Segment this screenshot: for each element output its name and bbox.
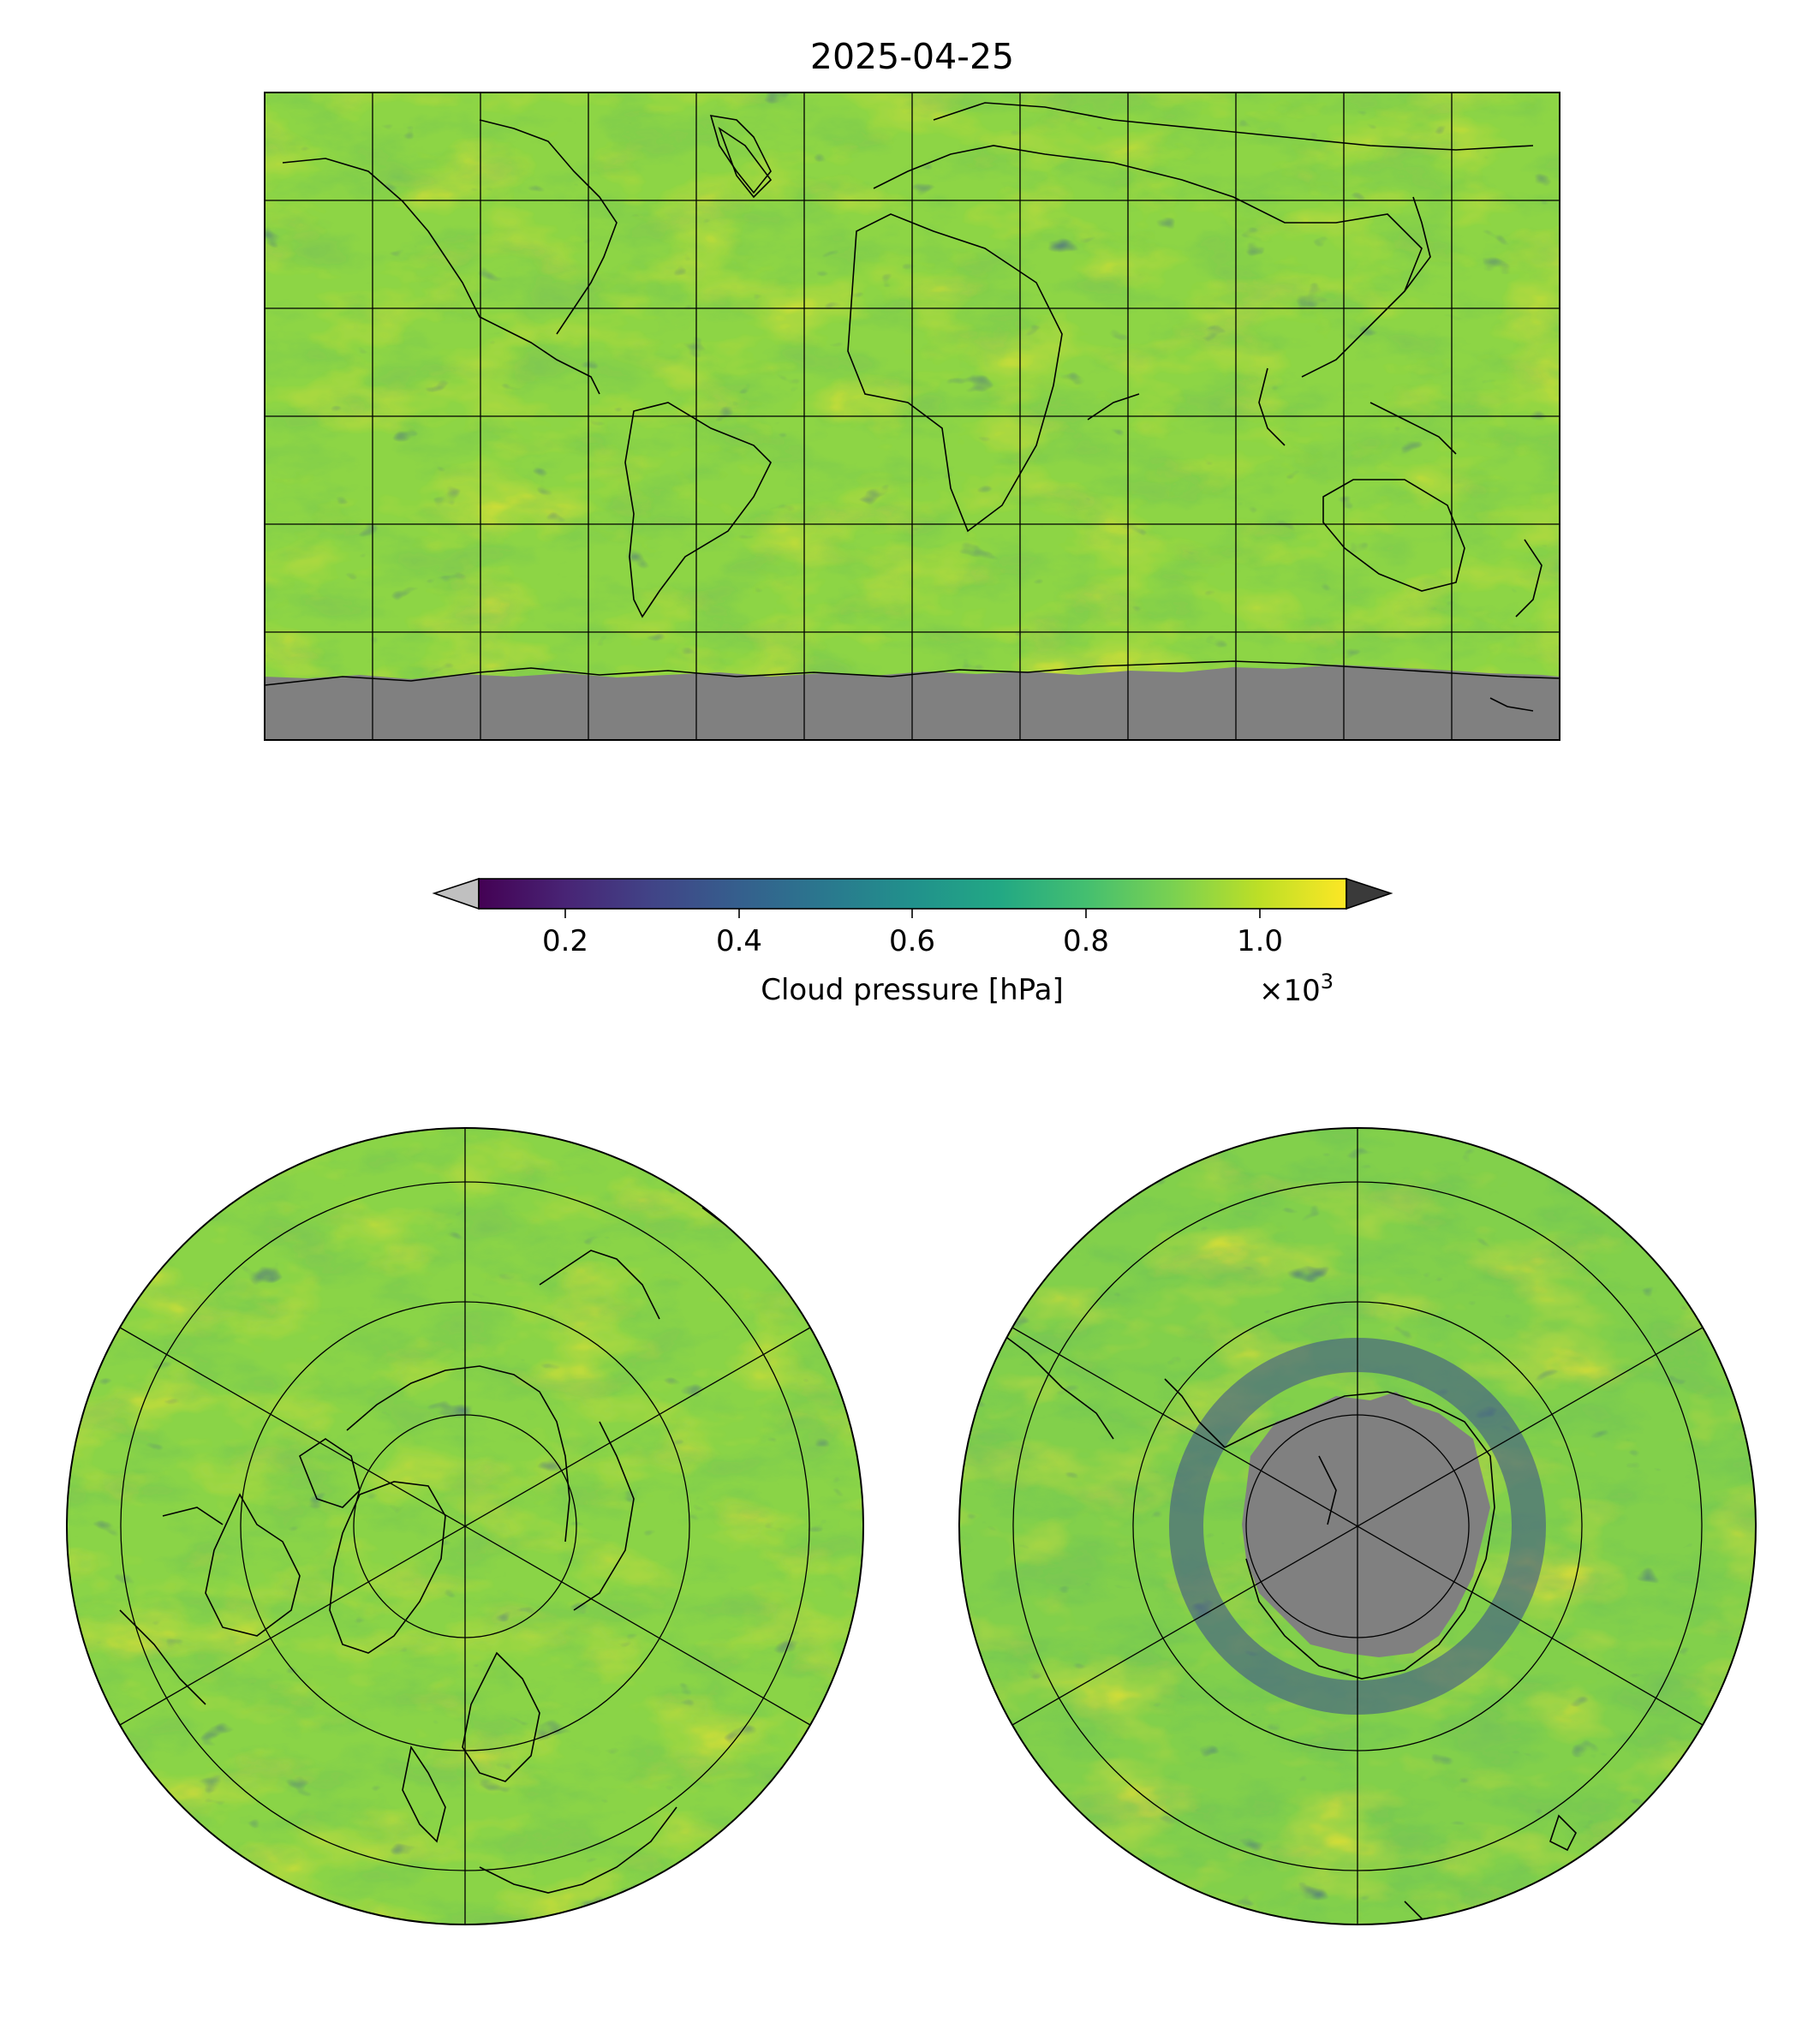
south-coastlines xyxy=(993,1327,1577,1925)
colorbar-label: Cloud pressure [hPa] xyxy=(761,973,1063,1007)
colorbar-tick-label: 0.4 xyxy=(716,924,762,958)
colorbar: 0.2 0.4 0.6 0.8 1.0 Cloud pressure [hPa]… xyxy=(432,877,1393,1008)
colorbar-multiplier: ×103 xyxy=(1259,970,1334,1008)
colorbar-multiplier-exponent: 3 xyxy=(1321,970,1334,994)
south-graticule xyxy=(1011,1128,1704,1925)
north-graticule xyxy=(119,1128,811,1925)
colorbar-tick-label: 0.2 xyxy=(542,924,588,958)
colorbar-gradient xyxy=(479,879,1346,909)
colorbar-tick-marks xyxy=(564,909,1261,918)
global-gridlines xyxy=(265,92,1560,740)
colorbar-under-extension xyxy=(432,877,480,910)
colorbar-tick-label: 0.8 xyxy=(1063,924,1109,958)
colorbar-multiplier-base: ×10 xyxy=(1259,974,1321,1008)
global-map-frame xyxy=(264,92,1560,741)
north-polar-map xyxy=(66,1127,864,1925)
colorbar-tick-label: 1.0 xyxy=(1237,924,1283,958)
north-map-frame xyxy=(66,1127,864,1925)
south-polar-map xyxy=(958,1127,1757,1925)
south-map-frame xyxy=(958,1127,1757,1925)
colorbar-over-extension xyxy=(1346,877,1393,910)
colorbar-tick-label: 0.6 xyxy=(889,924,935,958)
north-coastlines xyxy=(119,1207,772,1894)
south-no-data-region xyxy=(1242,1392,1490,1657)
global-map xyxy=(264,92,1560,741)
figure-title: 2025-04-25 xyxy=(810,36,1014,77)
